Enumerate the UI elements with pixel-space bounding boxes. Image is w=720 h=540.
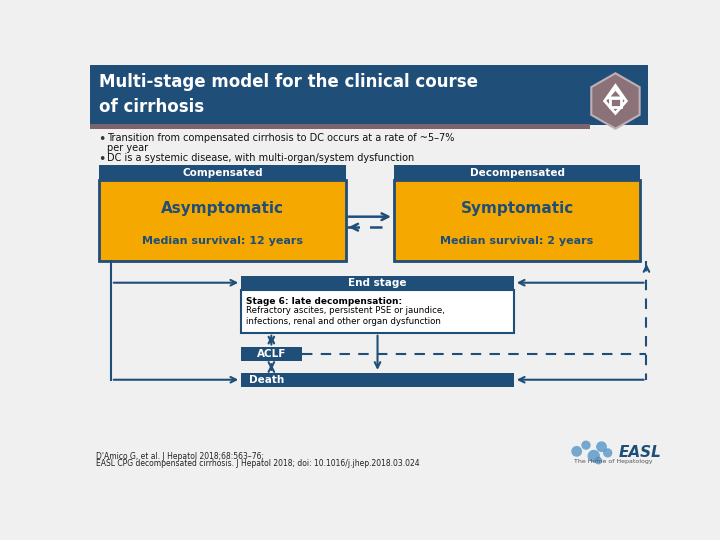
Circle shape	[596, 441, 607, 452]
Text: Median survival: 2 years: Median survival: 2 years	[441, 236, 594, 246]
FancyBboxPatch shape	[241, 291, 514, 333]
FancyBboxPatch shape	[394, 165, 640, 180]
Text: Multi-stage model for the clinical course
of cirrhosis: Multi-stage model for the clinical cours…	[99, 73, 478, 116]
FancyBboxPatch shape	[90, 65, 648, 125]
Text: per year: per year	[107, 143, 148, 153]
Text: Decompensated: Decompensated	[469, 167, 564, 178]
Circle shape	[603, 448, 612, 457]
Text: End stage: End stage	[348, 278, 407, 288]
Text: Asymptomatic: Asymptomatic	[161, 201, 284, 216]
Polygon shape	[608, 89, 624, 98]
FancyBboxPatch shape	[394, 180, 640, 261]
Text: DC is a systemic disease, with multi-organ/system dysfunction: DC is a systemic disease, with multi-org…	[107, 153, 414, 163]
Text: D'Amico G, et al. J Hepatol 2018;68:563–76;: D'Amico G, et al. J Hepatol 2018;68:563–…	[96, 453, 264, 461]
Text: The Home of Hepatology: The Home of Hepatology	[574, 458, 652, 464]
Text: •: •	[98, 153, 105, 166]
FancyBboxPatch shape	[241, 347, 302, 361]
Text: EASL CPG decompensated cirrhosis. J Hepatol 2018; doi: 10.1016/j.jhep.2018.03.02: EASL CPG decompensated cirrhosis. J Hepa…	[96, 460, 420, 468]
Text: Refractory ascites, persistent PSE or jaundice,
infections, renal and other orga: Refractory ascites, persistent PSE or ja…	[246, 306, 445, 326]
FancyBboxPatch shape	[90, 124, 590, 130]
Polygon shape	[591, 73, 639, 129]
Text: Stage 6: late decompensation:: Stage 6: late decompensation:	[246, 296, 402, 306]
Circle shape	[588, 450, 600, 462]
FancyBboxPatch shape	[241, 373, 514, 387]
Circle shape	[571, 446, 582, 457]
Text: Compensated: Compensated	[182, 167, 263, 178]
FancyBboxPatch shape	[241, 276, 514, 289]
Text: ACLF: ACLF	[256, 349, 286, 359]
Polygon shape	[605, 85, 626, 113]
Text: Transition from compensated cirrhosis to DC occurs at a rate of ~5–7%: Transition from compensated cirrhosis to…	[107, 132, 454, 143]
Circle shape	[581, 441, 590, 450]
Text: Death: Death	[249, 375, 284, 384]
Text: Median survival: 12 years: Median survival: 12 years	[142, 236, 303, 246]
Text: Symptomatic: Symptomatic	[460, 201, 574, 216]
FancyBboxPatch shape	[99, 165, 346, 180]
Text: EASL: EASL	[618, 446, 662, 461]
Circle shape	[595, 457, 602, 464]
Text: •: •	[98, 132, 105, 146]
FancyBboxPatch shape	[99, 180, 346, 261]
FancyBboxPatch shape	[610, 98, 621, 107]
